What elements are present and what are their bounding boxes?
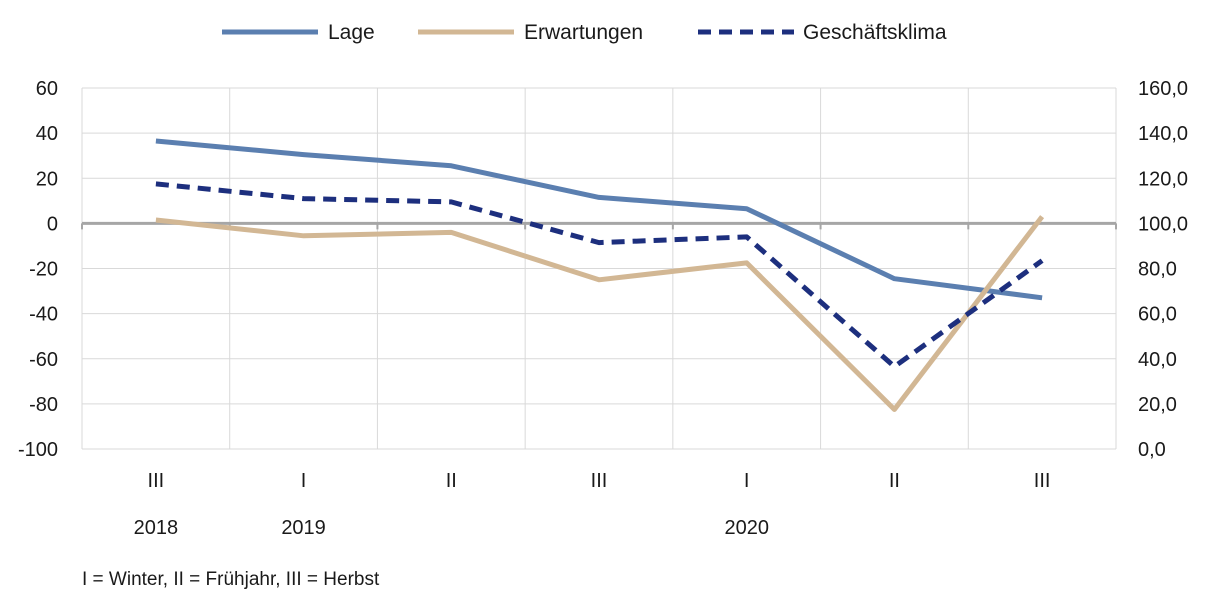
year-label: 2020 — [724, 517, 769, 539]
series-line-erwartungen — [155, 215, 1045, 412]
legend-label: Lage — [328, 21, 375, 44]
left-tick-label: 40 — [36, 123, 58, 145]
gridlines — [82, 87, 1116, 450]
right-tick-label: 80,0 — [1138, 259, 1177, 281]
footnote: I = Winter, II = Frühjahr, III = Herbst — [82, 569, 380, 590]
right-tick-label: 160,0 — [1138, 78, 1188, 100]
x-tick-label: III — [591, 470, 608, 492]
left-tick-label: -60 — [29, 349, 58, 371]
right-tick-label: 40,0 — [1138, 349, 1177, 371]
right-tick-label: 140,0 — [1138, 123, 1188, 145]
right-tick-label: 0,0 — [1138, 439, 1166, 461]
x-tick-label: I — [301, 470, 307, 492]
right-tick-label: 100,0 — [1138, 213, 1188, 235]
x-tick-label: III — [148, 470, 165, 492]
left-axis-ticks: 60 40 20 0 -20 -40 -60 -80 -100 — [18, 78, 58, 461]
left-tick-label: 20 — [36, 168, 58, 190]
series-line-geschäftsklima — [155, 181, 1044, 370]
left-tick-label: -100 — [18, 439, 58, 461]
legend: Lage Erwartungen Geschäftsklima — [222, 21, 947, 44]
series-lines — [155, 138, 1045, 412]
right-tick-label: 20,0 — [1138, 394, 1177, 416]
left-tick-label: -20 — [29, 259, 58, 281]
axes — [81, 88, 1117, 450]
x-tick-label: II — [446, 470, 457, 492]
right-tick-label: 120,0 — [1138, 168, 1188, 190]
right-axis-ticks: 160,0 140,0 120,0 100,0 80,0 60,0 40,0 20,0 0,0 — [1138, 78, 1188, 461]
legend-label: Geschäftsklima — [803, 21, 947, 44]
year-label: 2019 — [281, 517, 326, 539]
x-axis-ticks: III I II III I II III — [148, 470, 1051, 492]
left-tick-label: -80 — [29, 394, 58, 416]
series-line-lage — [155, 138, 1043, 301]
x-tick-label: I — [744, 470, 750, 492]
left-tick-label: 60 — [36, 78, 58, 100]
x-axis-year-labels: 2018 2019 2020 — [134, 517, 769, 539]
legend-label: Erwartungen — [524, 21, 643, 44]
right-tick-label: 60,0 — [1138, 304, 1177, 326]
year-label: 2018 — [134, 517, 179, 539]
x-tick-label: III — [1034, 470, 1051, 492]
x-tick-label: II — [889, 470, 900, 492]
left-tick-label: -40 — [29, 304, 58, 326]
left-tick-label: 0 — [47, 213, 58, 235]
